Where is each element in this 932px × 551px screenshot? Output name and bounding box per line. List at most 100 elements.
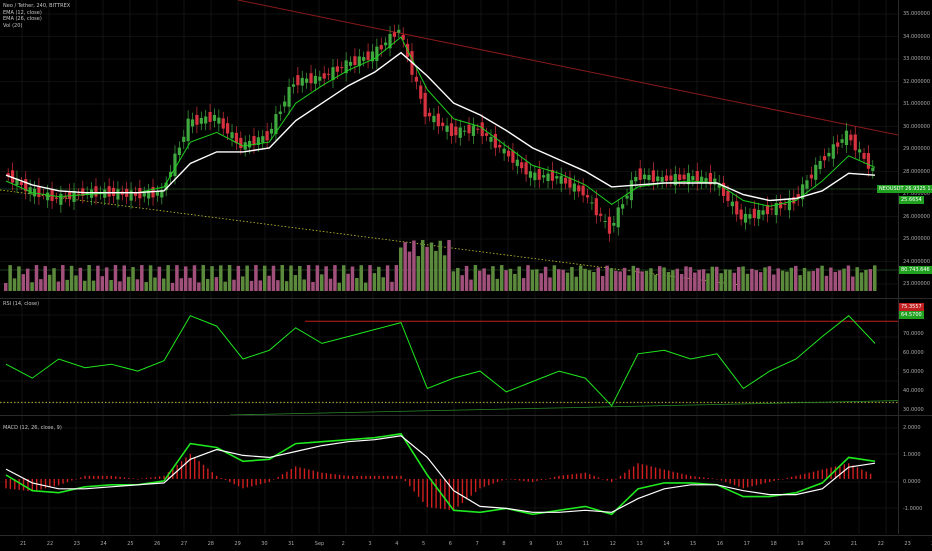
candle-body	[313, 75, 318, 84]
volume-bar	[600, 276, 605, 291]
macd-histogram-bar	[466, 478, 468, 500]
volume-bar	[289, 265, 293, 291]
volume-bar	[499, 265, 504, 291]
volume-bar	[118, 281, 122, 291]
candle-body	[111, 187, 116, 196]
candle-body	[678, 174, 682, 180]
volume-bar	[688, 267, 693, 291]
ema-fast-line	[5, 36, 876, 207]
candle-body	[717, 183, 721, 188]
time-tick-label: 20	[824, 541, 831, 547]
volume-bar	[684, 266, 688, 291]
volume-bar	[517, 266, 521, 291]
volume-bar	[284, 281, 289, 291]
macd-histogram-bar	[488, 478, 490, 486]
candle-body	[840, 139, 844, 143]
volume-bar	[157, 266, 162, 291]
price-chart-pane[interactable]: Neo / Tether, 240, BITTREX EMA (12, clos…	[0, 0, 898, 298]
volume-bar	[486, 274, 491, 291]
macd-histogram-bar	[242, 478, 244, 489]
candle-body	[419, 85, 423, 99]
macd-histogram-bar	[27, 478, 29, 491]
macd-histogram-bar	[62, 478, 64, 484]
volume-bar	[570, 267, 574, 291]
candle-body	[190, 119, 195, 127]
candle-body	[537, 168, 541, 180]
candle-body	[173, 153, 177, 177]
macd-histogram-bar	[444, 478, 446, 510]
time-tick-label: 11	[582, 541, 590, 547]
rsi-canvas[interactable]	[0, 299, 898, 415]
macd-histogram-bar	[808, 472, 810, 479]
macd-histogram-bar	[373, 475, 376, 479]
volume-bar	[794, 265, 798, 291]
macd-histogram-bar	[417, 478, 420, 497]
candle-body	[10, 170, 15, 183]
macd-histogram-bar	[382, 475, 385, 479]
candle-body	[247, 140, 252, 148]
rsi-tick-label: 50.0000	[903, 369, 924, 375]
macd-histogram-bar	[834, 466, 837, 479]
time-tick-label: 26	[154, 541, 161, 547]
candle-body	[6, 173, 10, 177]
volume-bar	[736, 267, 741, 291]
macd-histogram-bar	[799, 474, 802, 479]
volume-bar	[820, 265, 824, 291]
volume-bar	[43, 266, 47, 291]
macd-histogram-bar	[290, 469, 292, 479]
volume-bar	[227, 265, 232, 291]
macd-histogram-bar	[821, 469, 824, 479]
volume-bar	[126, 276, 131, 291]
pane-divider[interactable]	[0, 298, 932, 299]
pane-divider[interactable]	[0, 415, 932, 416]
rsi-pane[interactable]: RSI (14, close)	[0, 299, 898, 415]
macd-axis[interactable]: 2.0000 1.0000 0.0000 -1.0000	[898, 416, 932, 534]
macd-histogram-bar	[246, 478, 249, 488]
price-chart-canvas[interactable]	[0, 0, 898, 298]
time-axis[interactable]: 21 22 23 24 25 26 27 28 29 30 31 Sep 2 3 4 5 6 7 8 9 10 11 12 1…	[0, 535, 932, 551]
candle-body	[704, 178, 708, 182]
volume-bar	[495, 278, 500, 291]
macd-histogram-bar	[352, 475, 354, 479]
volume-bar	[12, 278, 17, 291]
macd-histogram-bar	[119, 476, 121, 479]
macd-canvas[interactable]	[0, 416, 898, 534]
candle-body	[471, 125, 476, 136]
rsi-tick-label: 70.0000	[903, 331, 924, 337]
macd-histogram-bar	[273, 478, 275, 480]
volume-bar	[302, 279, 306, 291]
volume-bar	[311, 281, 315, 291]
macd-histogram-bar	[211, 472, 213, 479]
macd-histogram-bar	[575, 473, 578, 479]
macd-histogram-bar	[760, 478, 762, 485]
candle-body	[695, 171, 699, 183]
candle-body	[204, 116, 208, 124]
time-tick-label: 21	[20, 541, 27, 547]
macd-pane[interactable]: MACD (12, 26, close, 9)	[0, 416, 898, 534]
candle-body	[542, 175, 546, 178]
macd-histogram-bar	[330, 473, 332, 479]
macd-histogram-bar	[786, 477, 788, 479]
volume-bar	[745, 273, 750, 291]
price-tick-label: 27.000000	[903, 191, 931, 197]
candle-body	[480, 122, 484, 137]
volume-bar	[210, 266, 214, 291]
macd-histogram-bar	[365, 475, 367, 479]
macd-histogram-bar	[725, 478, 727, 483]
volume-bar	[491, 266, 495, 291]
candle-body	[603, 220, 607, 222]
price-axis[interactable]: 35.000000 34.000000 33.000000 32.000000 31.0…	[877, 0, 932, 332]
volume-bar	[728, 269, 732, 291]
macd-histogram-bar	[31, 478, 34, 492]
volume-bar	[776, 268, 780, 291]
candle-body	[673, 174, 677, 186]
candle-body	[568, 177, 572, 188]
candle-body	[559, 175, 563, 184]
macd-histogram-bar	[422, 478, 424, 502]
volume-bar	[701, 269, 706, 291]
candle-body	[779, 201, 783, 209]
macd-histogram-bar	[409, 478, 411, 487]
rsi-axis[interactable]: 80.000070.000060.000050.000040.000030.00…	[898, 299, 932, 415]
volume-bar	[508, 268, 513, 291]
volume-bar	[30, 282, 34, 291]
